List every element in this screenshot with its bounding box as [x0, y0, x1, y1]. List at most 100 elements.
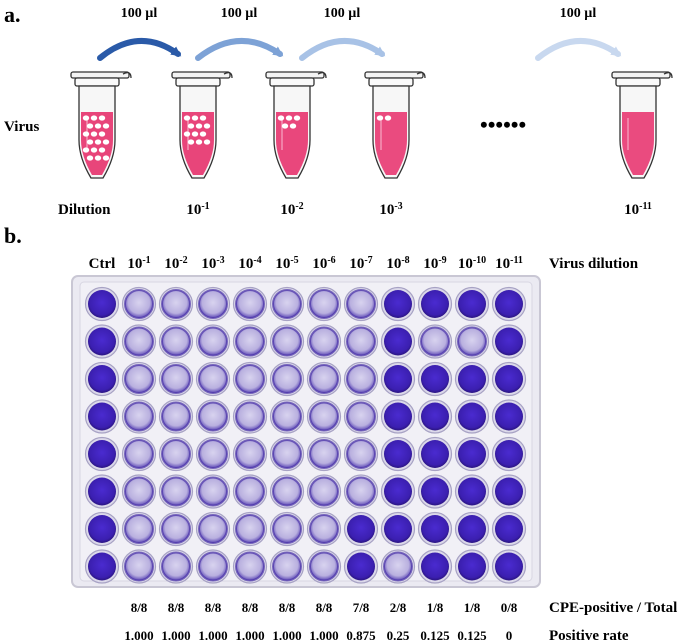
well-intact [380, 436, 416, 472]
well-edge [309, 326, 339, 357]
positive-rate: 1.000 [235, 628, 264, 643]
well-intact [491, 361, 527, 397]
well-edge [309, 514, 339, 544]
cpe-count: 1/8 [464, 600, 481, 615]
tube [70, 71, 132, 179]
well-intact [84, 511, 120, 547]
positive-rate: 0.125 [420, 628, 450, 643]
well-intact [491, 549, 527, 584]
well-intact [417, 474, 453, 509]
well-fill [236, 477, 264, 506]
well-cpe [121, 399, 157, 434]
bubble [195, 123, 203, 129]
cpe-count: 1/8 [427, 600, 444, 615]
well-cpe [158, 474, 194, 509]
bubble [187, 123, 195, 129]
well-fill [495, 477, 523, 506]
well-edge [346, 401, 376, 432]
well-intact [84, 549, 120, 584]
well-intact [417, 399, 453, 434]
well-intact [417, 549, 453, 584]
well-fill [162, 440, 190, 468]
well-intact [84, 474, 120, 509]
well-fill [125, 477, 153, 506]
plate-inner [79, 281, 533, 582]
well-cpe [269, 474, 305, 509]
well-fill [495, 365, 523, 393]
tube-cap-tab [223, 72, 233, 79]
well-cpe [232, 361, 268, 397]
bubble [203, 139, 211, 145]
virus-label: Virus [4, 119, 39, 135]
well-fill [347, 365, 375, 393]
well-cpe [306, 549, 342, 584]
well-fill [125, 552, 153, 581]
well-intact [454, 549, 490, 584]
bubble [199, 131, 207, 137]
well-fill [458, 327, 486, 356]
well-fill [495, 290, 523, 318]
well-fill [199, 552, 227, 581]
well-cpe [454, 324, 490, 359]
well-edge [198, 401, 228, 432]
column-header: 10-5 [275, 255, 298, 273]
well-edge [272, 439, 302, 469]
well-fill [458, 402, 486, 431]
well-cpe [232, 436, 268, 472]
tube-cap [364, 71, 424, 79]
column-header: 10-7 [349, 255, 372, 273]
well-fill [347, 327, 375, 356]
well-fill [273, 477, 301, 506]
panel-b-label: b. [4, 223, 22, 248]
well-edge [161, 476, 191, 507]
well-fill [495, 515, 523, 543]
well-fill [421, 440, 449, 468]
well-edge [235, 439, 265, 469]
well-intact [380, 399, 416, 434]
well-cpe [306, 474, 342, 509]
well-intact [454, 399, 490, 434]
bubble [86, 155, 94, 161]
well-fill [125, 515, 153, 543]
well-cpe [232, 324, 268, 359]
well-edge [198, 514, 228, 544]
tube-cap [70, 71, 130, 79]
tube [171, 71, 233, 179]
cpe-count: 8/8 [168, 600, 185, 615]
well-fill [88, 440, 116, 468]
well-fill [88, 365, 116, 393]
transfer-volume-label: 100 µl [221, 6, 258, 21]
well-cpe [195, 474, 231, 509]
tube-rim [269, 77, 315, 87]
dilution-value: 10-1 [186, 201, 209, 219]
ellipsis: •••••• [480, 112, 526, 137]
well-edge [346, 476, 376, 507]
well-edge [309, 401, 339, 432]
dilution-label: Dilution [58, 202, 111, 218]
well-cpe [343, 436, 379, 472]
well-edge [124, 514, 154, 544]
well-edge [272, 364, 302, 394]
cpe-counts-row: 8/8 8/8 8/8 8/8 8/8 8/8 7/8 2/8 1/8 1/8 0/8 [131, 600, 518, 615]
well-grid [84, 286, 527, 584]
well-fill [199, 477, 227, 506]
well-cpe [306, 511, 342, 547]
well-fill [421, 552, 449, 581]
well-edge [383, 551, 413, 582]
well-fill [310, 552, 338, 581]
cpe-count: 8/8 [205, 600, 222, 615]
well-cpe [195, 399, 231, 434]
dilution-value-labels: 10-1 10-2 10-3 10-11 [186, 201, 652, 219]
well-cpe [269, 361, 305, 397]
tube-cap [611, 71, 671, 79]
well-fill [236, 552, 264, 581]
well-fill [384, 327, 412, 356]
well-fill [495, 327, 523, 356]
well-edge [124, 551, 154, 582]
well-fill [310, 440, 338, 468]
well-intact [84, 436, 120, 472]
well-edge [198, 326, 228, 357]
column-header: 10-11 [495, 255, 523, 273]
well-fill [273, 515, 301, 543]
well-edge [198, 476, 228, 507]
